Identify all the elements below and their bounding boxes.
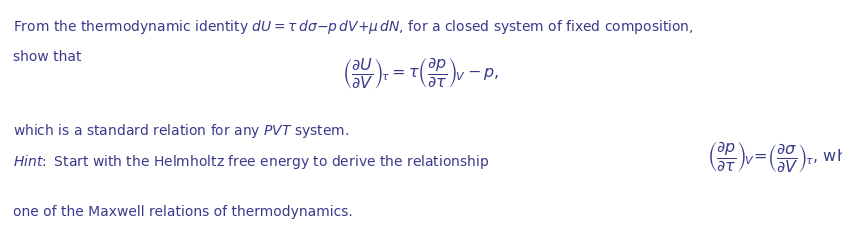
Text: $\left(\dfrac{\partial p}{\partial \tau}\right)_{\!V} \!=\! \left(\dfrac{\partia: $\left(\dfrac{\partial p}{\partial \tau}…	[707, 140, 842, 174]
Text: one of the Maxwell relations of thermodynamics.: one of the Maxwell relations of thermody…	[13, 205, 353, 219]
Text: From the thermodynamic identity $dU = \tau\, d\sigma{-}p\, dV{+}\mu\, dN$, for a: From the thermodynamic identity $dU = \t…	[13, 18, 694, 36]
Text: $\mathit{Hint}\!:$ Start with the Helmholtz free energy to derive the relationsh: $\mathit{Hint}\!:$ Start with the Helmho…	[13, 153, 489, 171]
Text: show that: show that	[13, 50, 82, 64]
Text: $\left(\dfrac{\partial U}{\partial V}\right)_{\!\tau} = \tau \left(\dfrac{\parti: $\left(\dfrac{\partial U}{\partial V}\ri…	[343, 55, 499, 90]
Text: which is a standard relation for any $PVT$ system.: which is a standard relation for any $PV…	[13, 122, 349, 140]
